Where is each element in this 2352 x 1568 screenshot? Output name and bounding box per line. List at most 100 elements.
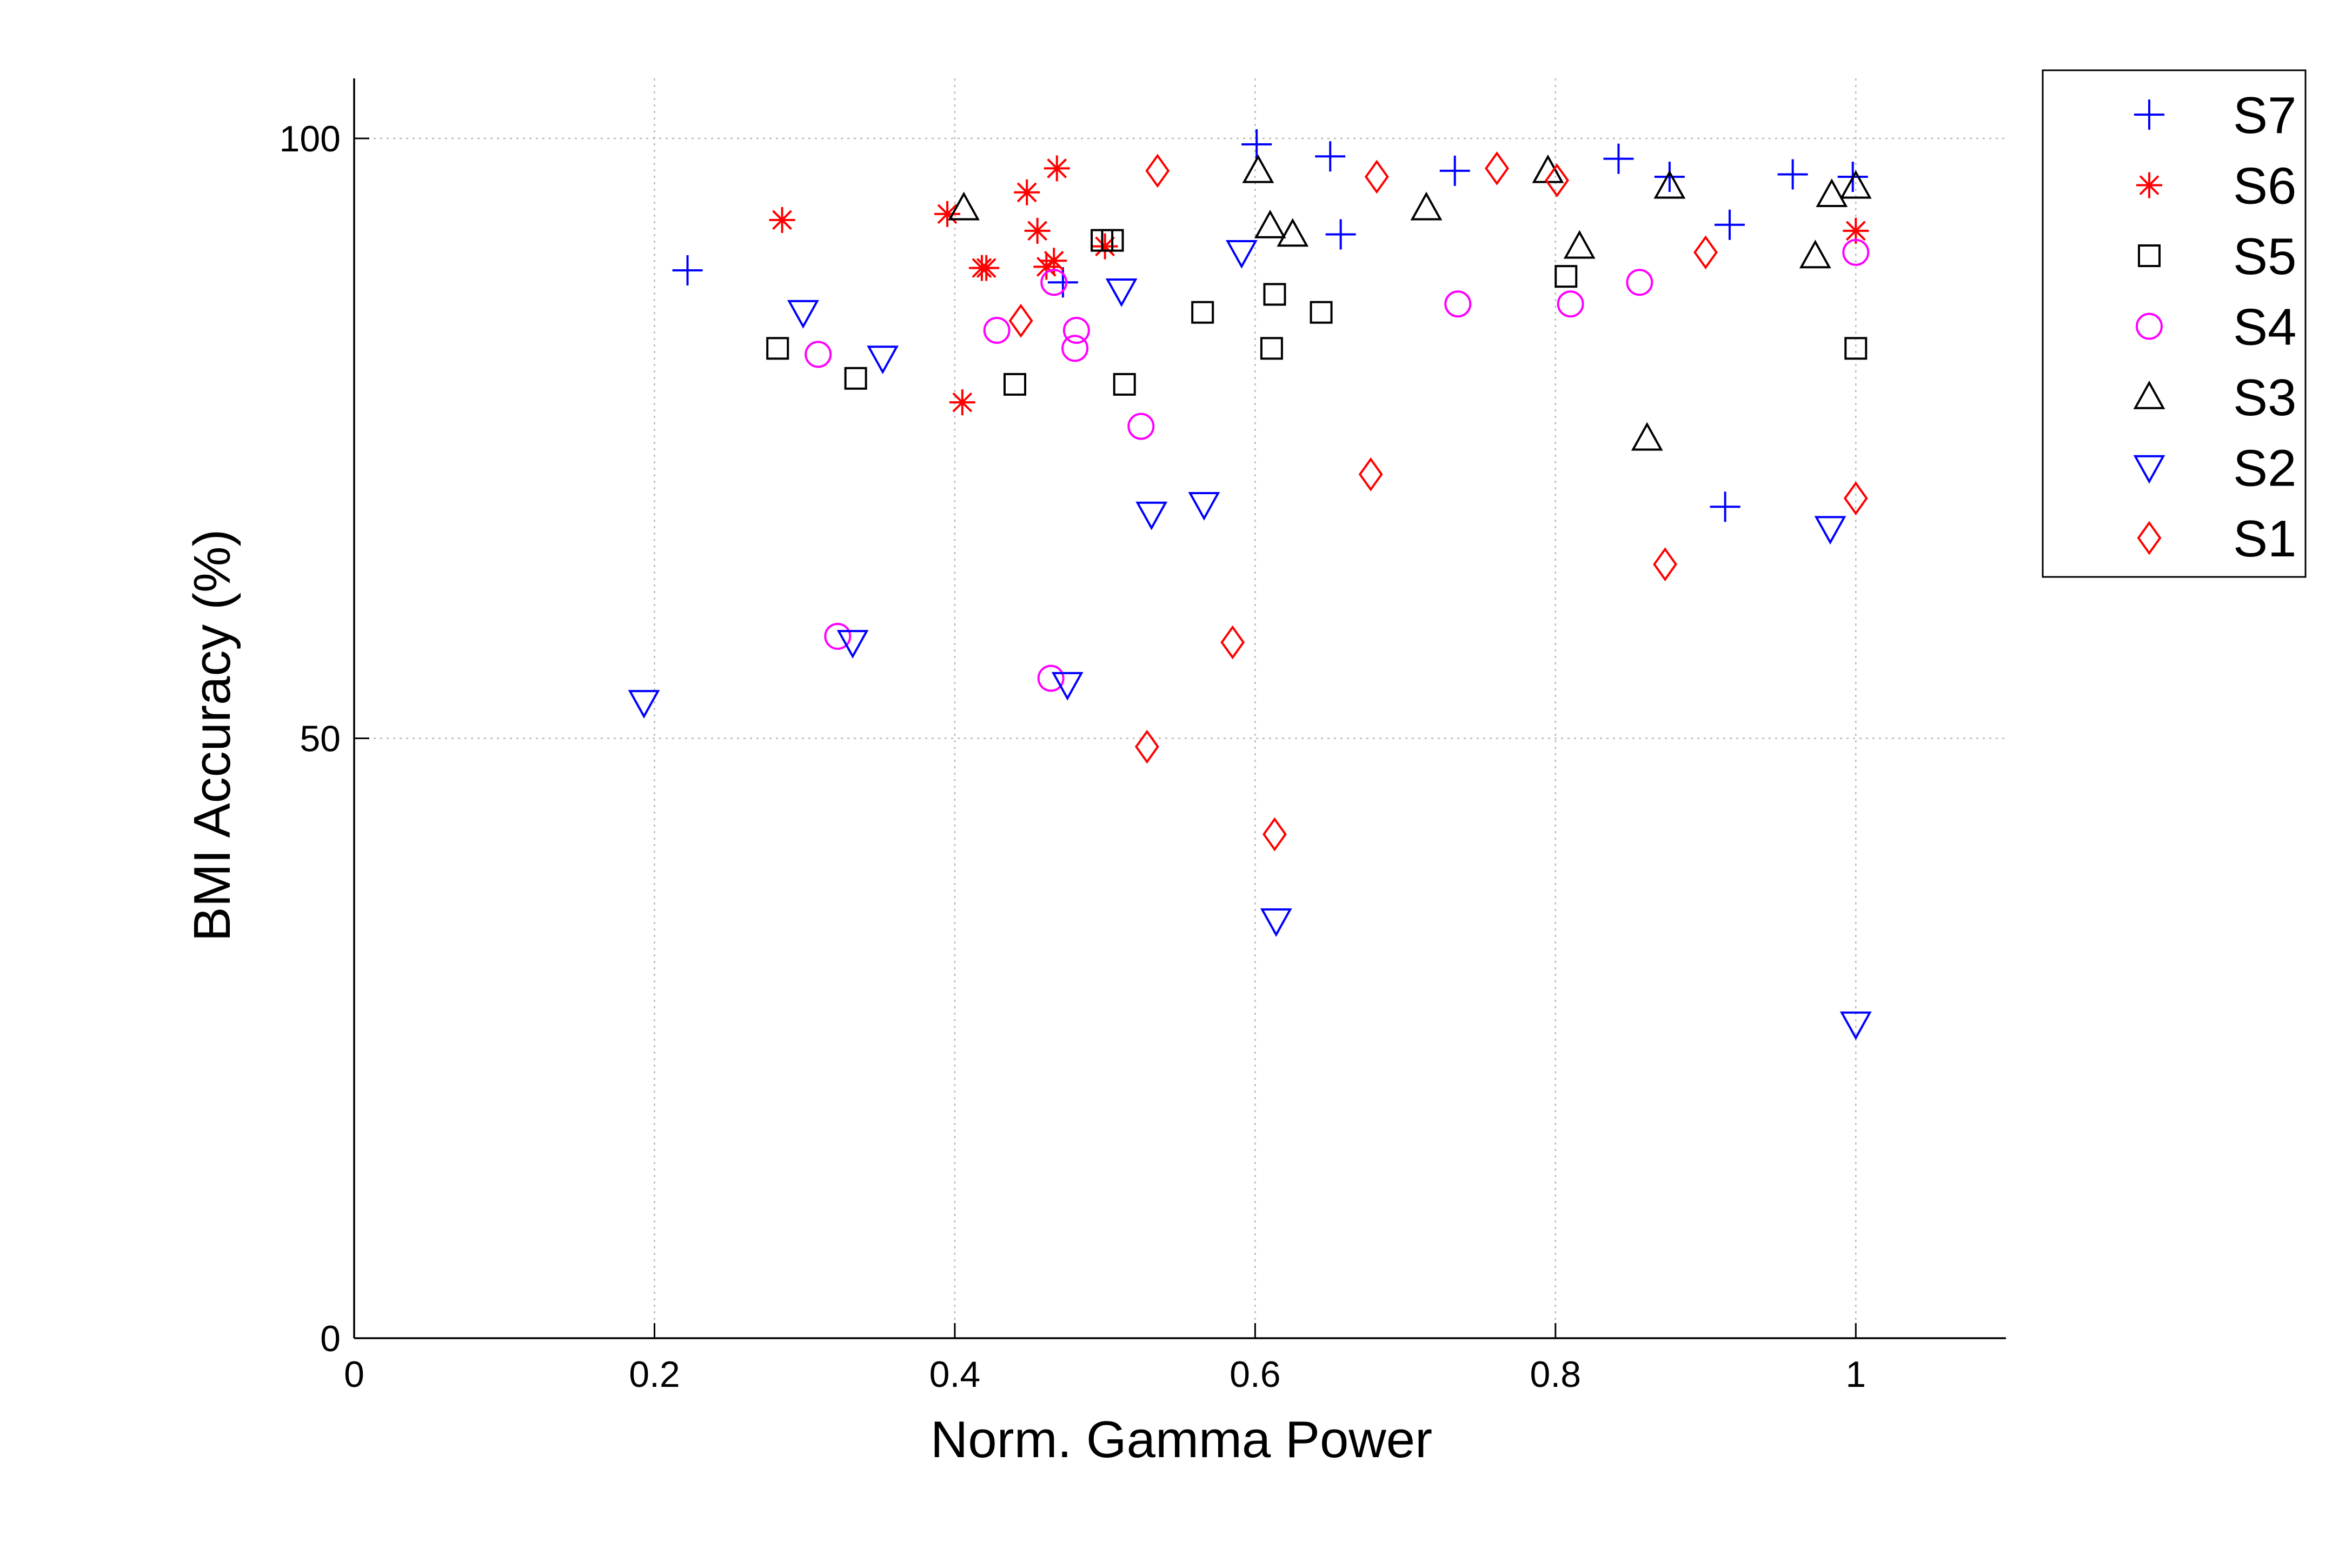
legend: S7 S6 S5 S4 S3 S2 S1 — [2042, 69, 2307, 578]
data-point-s5 — [1113, 373, 1136, 396]
data-point-s3 — [1410, 191, 1443, 221]
data-point-s7 — [1439, 155, 1470, 186]
data-point-s7 — [1714, 209, 1745, 240]
data-point-s4 — [1040, 269, 1068, 296]
data-point-s5 — [1004, 373, 1026, 396]
legend-marker-s6 — [2136, 172, 2162, 198]
axes — [353, 78, 2006, 1339]
x-tick-label: 0.4 — [929, 1354, 981, 1395]
data-point-s1 — [1693, 235, 1718, 270]
data-point-s7 — [1777, 159, 1808, 190]
data-point-s5 — [1263, 283, 1286, 306]
data-point-s5 — [1844, 337, 1868, 360]
legend-label-s4: S4 — [2233, 298, 2296, 356]
series-s2 — [628, 240, 1872, 1040]
data-point-s6 — [949, 389, 975, 416]
data-points — [628, 129, 1872, 1040]
legend-entry-s7: S7 — [2134, 87, 2296, 144]
data-point-s3 — [1799, 240, 1831, 269]
data-point-s4 — [1444, 290, 1472, 318]
data-point-s2 — [1188, 491, 1220, 521]
data-point-s1 — [1653, 547, 1678, 582]
data-point-s5 — [766, 337, 789, 360]
x-tick-label: 0.8 — [1530, 1354, 1582, 1395]
data-point-s7 — [1047, 267, 1078, 298]
legend-box — [2042, 69, 2307, 578]
data-point-s1 — [1145, 154, 1170, 188]
y-tick-label: 100 — [280, 118, 341, 160]
data-point-s2 — [867, 346, 899, 375]
data-point-s1 — [1843, 481, 1868, 516]
x-tick-label: 0.6 — [1230, 1354, 1281, 1395]
y-axis-title: BMI Accuracy (%) — [183, 529, 241, 942]
data-point-s7 — [1603, 143, 1634, 174]
data-point-s4 — [983, 317, 1011, 344]
series-s7 — [672, 129, 1868, 522]
legend-entry-s5: S5 — [2138, 228, 2296, 285]
legend-label-s6: S6 — [2233, 157, 2296, 215]
data-point-s3 — [1653, 170, 1686, 199]
data-point-s5 — [1310, 301, 1333, 324]
data-point-s5 — [1554, 265, 1578, 288]
x-axis-title: Norm. Gamma Power — [931, 1411, 1432, 1469]
data-point-s2 — [628, 690, 660, 719]
data-point-s2 — [1839, 1011, 1872, 1040]
data-point-s4 — [805, 341, 832, 368]
y-tick-label: 0 — [320, 1318, 341, 1359]
data-point-s1 — [1134, 729, 1159, 764]
data-point-s1 — [1358, 457, 1383, 491]
data-point-s3 — [1254, 209, 1286, 238]
data-point-s6 — [1024, 217, 1051, 244]
legend-entry-s3: S3 — [2133, 369, 2296, 427]
data-point-s5 — [1101, 229, 1124, 252]
legend-label-s2: S2 — [2233, 440, 2296, 497]
legend-entry-s1: S1 — [2137, 510, 2296, 568]
data-point-s3 — [948, 191, 980, 221]
data-point-s6 — [934, 201, 961, 227]
data-point-s2 — [787, 300, 819, 329]
data-point-s4 — [1061, 335, 1089, 362]
data-point-s5 — [1191, 301, 1214, 324]
series-s4 — [805, 238, 1870, 692]
data-point-s1 — [1008, 303, 1033, 338]
legend-label-s3: S3 — [2233, 369, 2296, 427]
data-point-s4 — [1842, 238, 1870, 266]
data-point-s3 — [1839, 170, 1872, 199]
legend-marker-s1 — [2137, 521, 2162, 555]
y-tick-labels: 0 50 100 — [280, 118, 341, 1359]
data-point-s4 — [824, 622, 852, 650]
x-tick-labels: 0 0.2 0.4 0.6 0.8 1 — [344, 1354, 1866, 1395]
data-point-s2 — [1051, 672, 1084, 701]
legend-marker-s7 — [2134, 99, 2164, 130]
data-point-s3 — [1277, 218, 1309, 247]
legend-marker-s5 — [2138, 244, 2161, 267]
data-point-s7 — [1241, 129, 1272, 160]
data-point-s4 — [1037, 665, 1065, 692]
legend-label-s7: S7 — [2233, 87, 2296, 144]
series-s3 — [948, 154, 1872, 451]
data-point-s4 — [1626, 269, 1653, 296]
data-point-s2 — [1260, 908, 1292, 937]
data-point-s7 — [1325, 219, 1356, 250]
data-point-s2 — [836, 630, 869, 659]
series-s6 — [769, 155, 1869, 416]
legend-entry-s2: S2 — [2133, 440, 2296, 497]
data-point-s1 — [1263, 817, 1287, 852]
data-point-s2 — [1225, 240, 1258, 269]
series-s1 — [1008, 151, 1868, 852]
legend-marker-s2 — [2133, 455, 2165, 484]
data-point-s3 — [1563, 230, 1596, 259]
legend-label-s5: S5 — [2233, 228, 2296, 285]
legend-entry-s4: S4 — [2136, 298, 2296, 356]
data-point-s6 — [1092, 233, 1118, 260]
data-point-s6 — [1044, 155, 1070, 182]
legend-marker-s4 — [2136, 313, 2163, 340]
data-point-s6 — [973, 255, 1000, 281]
data-point-s1 — [1364, 160, 1389, 194]
x-tick-label: 0 — [344, 1354, 364, 1395]
legend-marker-s3 — [2133, 380, 2165, 409]
data-point-s2 — [1105, 278, 1138, 307]
x-tick-label: 0.2 — [629, 1354, 680, 1395]
data-point-s5 — [1260, 337, 1283, 360]
data-point-s7 — [672, 255, 703, 286]
